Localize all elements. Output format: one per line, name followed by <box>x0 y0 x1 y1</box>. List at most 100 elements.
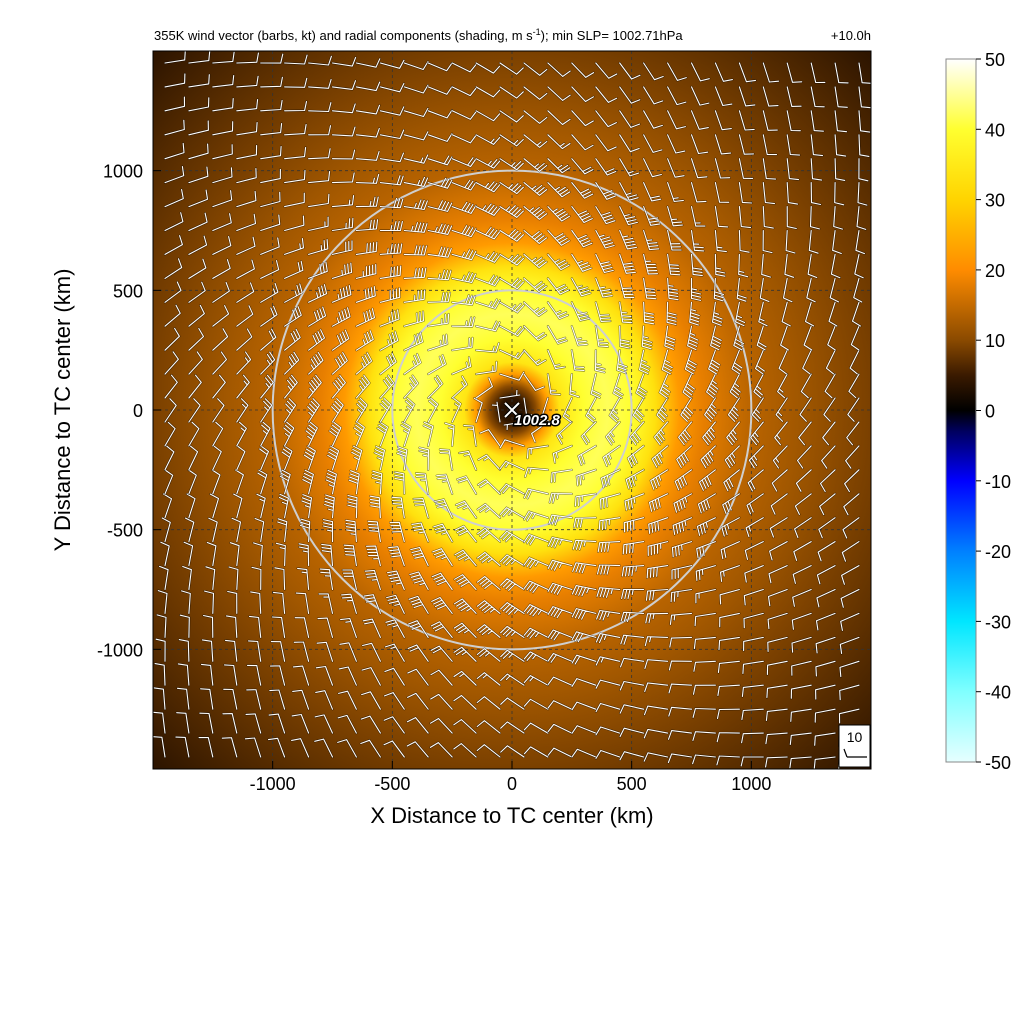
wind-barb <box>713 277 725 302</box>
wind-barb <box>571 631 597 643</box>
wind-barb <box>331 195 355 208</box>
wind-barb <box>407 668 429 686</box>
wind-barb <box>236 167 257 184</box>
wind-barb <box>212 51 235 64</box>
wind-barb <box>284 398 297 423</box>
wind-barb <box>694 612 716 627</box>
wind-barb <box>595 702 621 713</box>
wind-barb <box>383 740 405 758</box>
wind-barb <box>595 110 617 128</box>
wind-barb <box>209 493 220 519</box>
wind-barb <box>523 698 549 710</box>
wind-barb <box>188 398 201 423</box>
wind-barb <box>188 421 200 447</box>
wind-barb <box>794 517 812 539</box>
wind-barb <box>427 269 452 281</box>
wind-barb <box>571 277 591 297</box>
wind-barb <box>499 277 525 290</box>
wind-barb <box>223 664 238 686</box>
wind-barb <box>403 397 415 423</box>
wind-barb <box>599 493 621 509</box>
wind-barb <box>223 688 238 710</box>
wind-barb <box>643 253 659 275</box>
wind-barb <box>475 181 501 193</box>
valid-time-label: +10.0h <box>831 28 871 43</box>
wind-barb <box>704 397 717 422</box>
wind-barb <box>427 86 453 95</box>
wind-barb <box>547 349 566 370</box>
wind-barb <box>595 633 621 644</box>
wind-barb <box>308 351 324 375</box>
wind-barb <box>222 713 238 734</box>
y-tick-label: -1000 <box>97 640 143 660</box>
wind-barb <box>379 397 392 423</box>
wind-barb <box>476 648 501 662</box>
wind-barb <box>643 86 664 105</box>
wind-barb <box>153 711 166 734</box>
wind-barb <box>331 352 348 375</box>
wind-barb <box>314 714 334 734</box>
wind-barb <box>188 327 205 351</box>
wind-barb <box>781 301 791 327</box>
wind-barb <box>188 445 199 471</box>
wind-barb <box>331 217 354 232</box>
wind-barb <box>476 624 501 638</box>
wind-barb <box>325 469 337 495</box>
wind-barb <box>307 398 320 423</box>
wind-barb <box>329 421 342 447</box>
wind-barb <box>833 206 844 230</box>
wind-barb <box>331 284 352 303</box>
wind-barb <box>834 158 846 181</box>
wind-barb <box>451 294 476 306</box>
wind-barb <box>278 493 289 519</box>
wind-barb <box>236 351 252 375</box>
wind-barb <box>571 62 595 78</box>
wind-barb <box>696 517 716 536</box>
wind-barb <box>523 62 548 76</box>
wind-barb <box>613 373 624 399</box>
wind-barb <box>595 206 616 225</box>
y-tick-label: -500 <box>107 521 143 541</box>
wind-barb <box>619 134 640 153</box>
wind-barb <box>164 398 177 423</box>
wind-barb <box>429 717 453 734</box>
wind-barb <box>403 375 419 399</box>
wind-barb <box>714 158 731 179</box>
wind-barb <box>693 660 716 672</box>
wind-barb <box>571 229 593 248</box>
reference-barb <box>843 748 867 758</box>
wind-barb <box>648 493 669 512</box>
wind-barb <box>379 129 405 140</box>
wind-barb <box>248 615 262 638</box>
wind-barb <box>619 751 645 761</box>
wind-barb <box>766 684 788 699</box>
wind-barb <box>403 176 429 187</box>
wind-barb <box>647 541 669 557</box>
wind-barb <box>360 715 381 734</box>
wind-barb <box>272 591 286 614</box>
colorbar-tick-label: -20 <box>985 542 1011 562</box>
wind-barb <box>714 206 729 228</box>
wind-barb <box>643 134 663 153</box>
wind-barb <box>619 62 641 80</box>
wind-barb <box>451 397 462 423</box>
wind-barb <box>576 469 597 486</box>
x-axis-label: X Distance to TC center (km) <box>370 803 653 828</box>
wind-barb <box>331 329 350 351</box>
wind-barb <box>308 216 329 232</box>
wind-barb <box>188 120 209 136</box>
wind-barb <box>653 421 669 446</box>
range-ring <box>391 289 633 531</box>
wind-barb <box>314 738 334 758</box>
wind-barb <box>188 51 211 64</box>
wind-barb <box>403 267 427 279</box>
wind-barb <box>430 621 453 638</box>
wind-barb <box>619 253 636 274</box>
wind-barb <box>854 253 864 279</box>
wind-barb <box>834 182 845 206</box>
x-tick-label: -1000 <box>250 774 296 794</box>
wind-barb <box>819 469 836 493</box>
wind-barb <box>164 327 180 351</box>
wind-barb <box>318 593 334 614</box>
wind-barb <box>667 730 693 740</box>
